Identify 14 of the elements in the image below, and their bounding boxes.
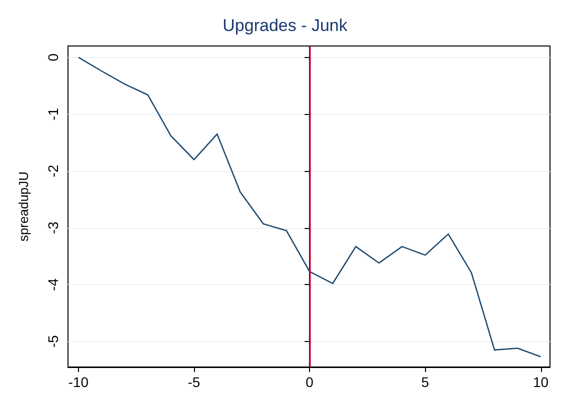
x-tick-label: 0 [306,374,314,390]
y-tick-label: -3 [45,221,61,234]
chart-title: Upgrades - Junk [222,16,348,35]
x-tick-label: -10 [68,374,89,390]
y-axis-title: spreadupJU [16,171,31,242]
y-tick-label: -1 [45,108,61,120]
y-tick-label: -2 [45,164,61,178]
y-tick-label: -4 [45,278,61,291]
x-tick-label: 5 [421,374,430,390]
line-series [78,56,542,358]
x-tick-label: -5 [188,374,200,390]
x-tick-label: 10 [532,374,549,390]
y-tick-label: 0 [45,53,61,62]
y-tick-label: -5 [45,335,61,348]
